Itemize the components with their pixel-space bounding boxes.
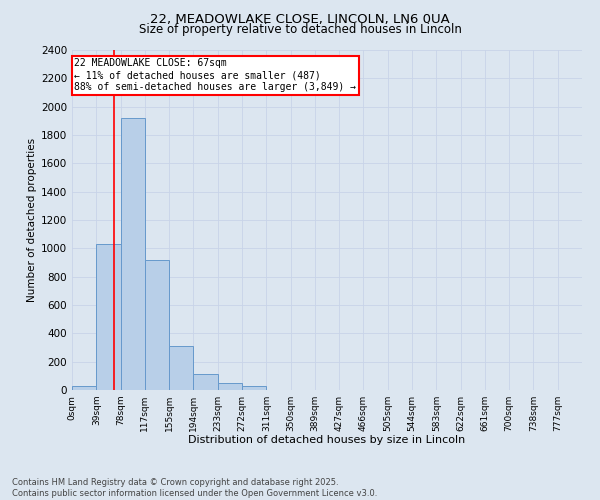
Text: Size of property relative to detached houses in Lincoln: Size of property relative to detached ho… [139, 24, 461, 36]
Text: 22 MEADOWLAKE CLOSE: 67sqm
← 11% of detached houses are smaller (487)
88% of sem: 22 MEADOWLAKE CLOSE: 67sqm ← 11% of deta… [74, 58, 356, 92]
Text: 22, MEADOWLAKE CLOSE, LINCOLN, LN6 0UA: 22, MEADOWLAKE CLOSE, LINCOLN, LN6 0UA [150, 12, 450, 26]
Bar [96, 244, 121, 390]
Bar [72, 386, 96, 390]
Text: Contains HM Land Registry data © Crown copyright and database right 2025.
Contai: Contains HM Land Registry data © Crown c… [12, 478, 377, 498]
Bar [242, 386, 266, 390]
Bar [169, 346, 193, 390]
Bar [121, 118, 145, 390]
Y-axis label: Number of detached properties: Number of detached properties [27, 138, 37, 302]
Bar [218, 383, 242, 390]
Bar [145, 260, 169, 390]
Bar [193, 374, 218, 390]
X-axis label: Distribution of detached houses by size in Lincoln: Distribution of detached houses by size … [188, 436, 466, 446]
